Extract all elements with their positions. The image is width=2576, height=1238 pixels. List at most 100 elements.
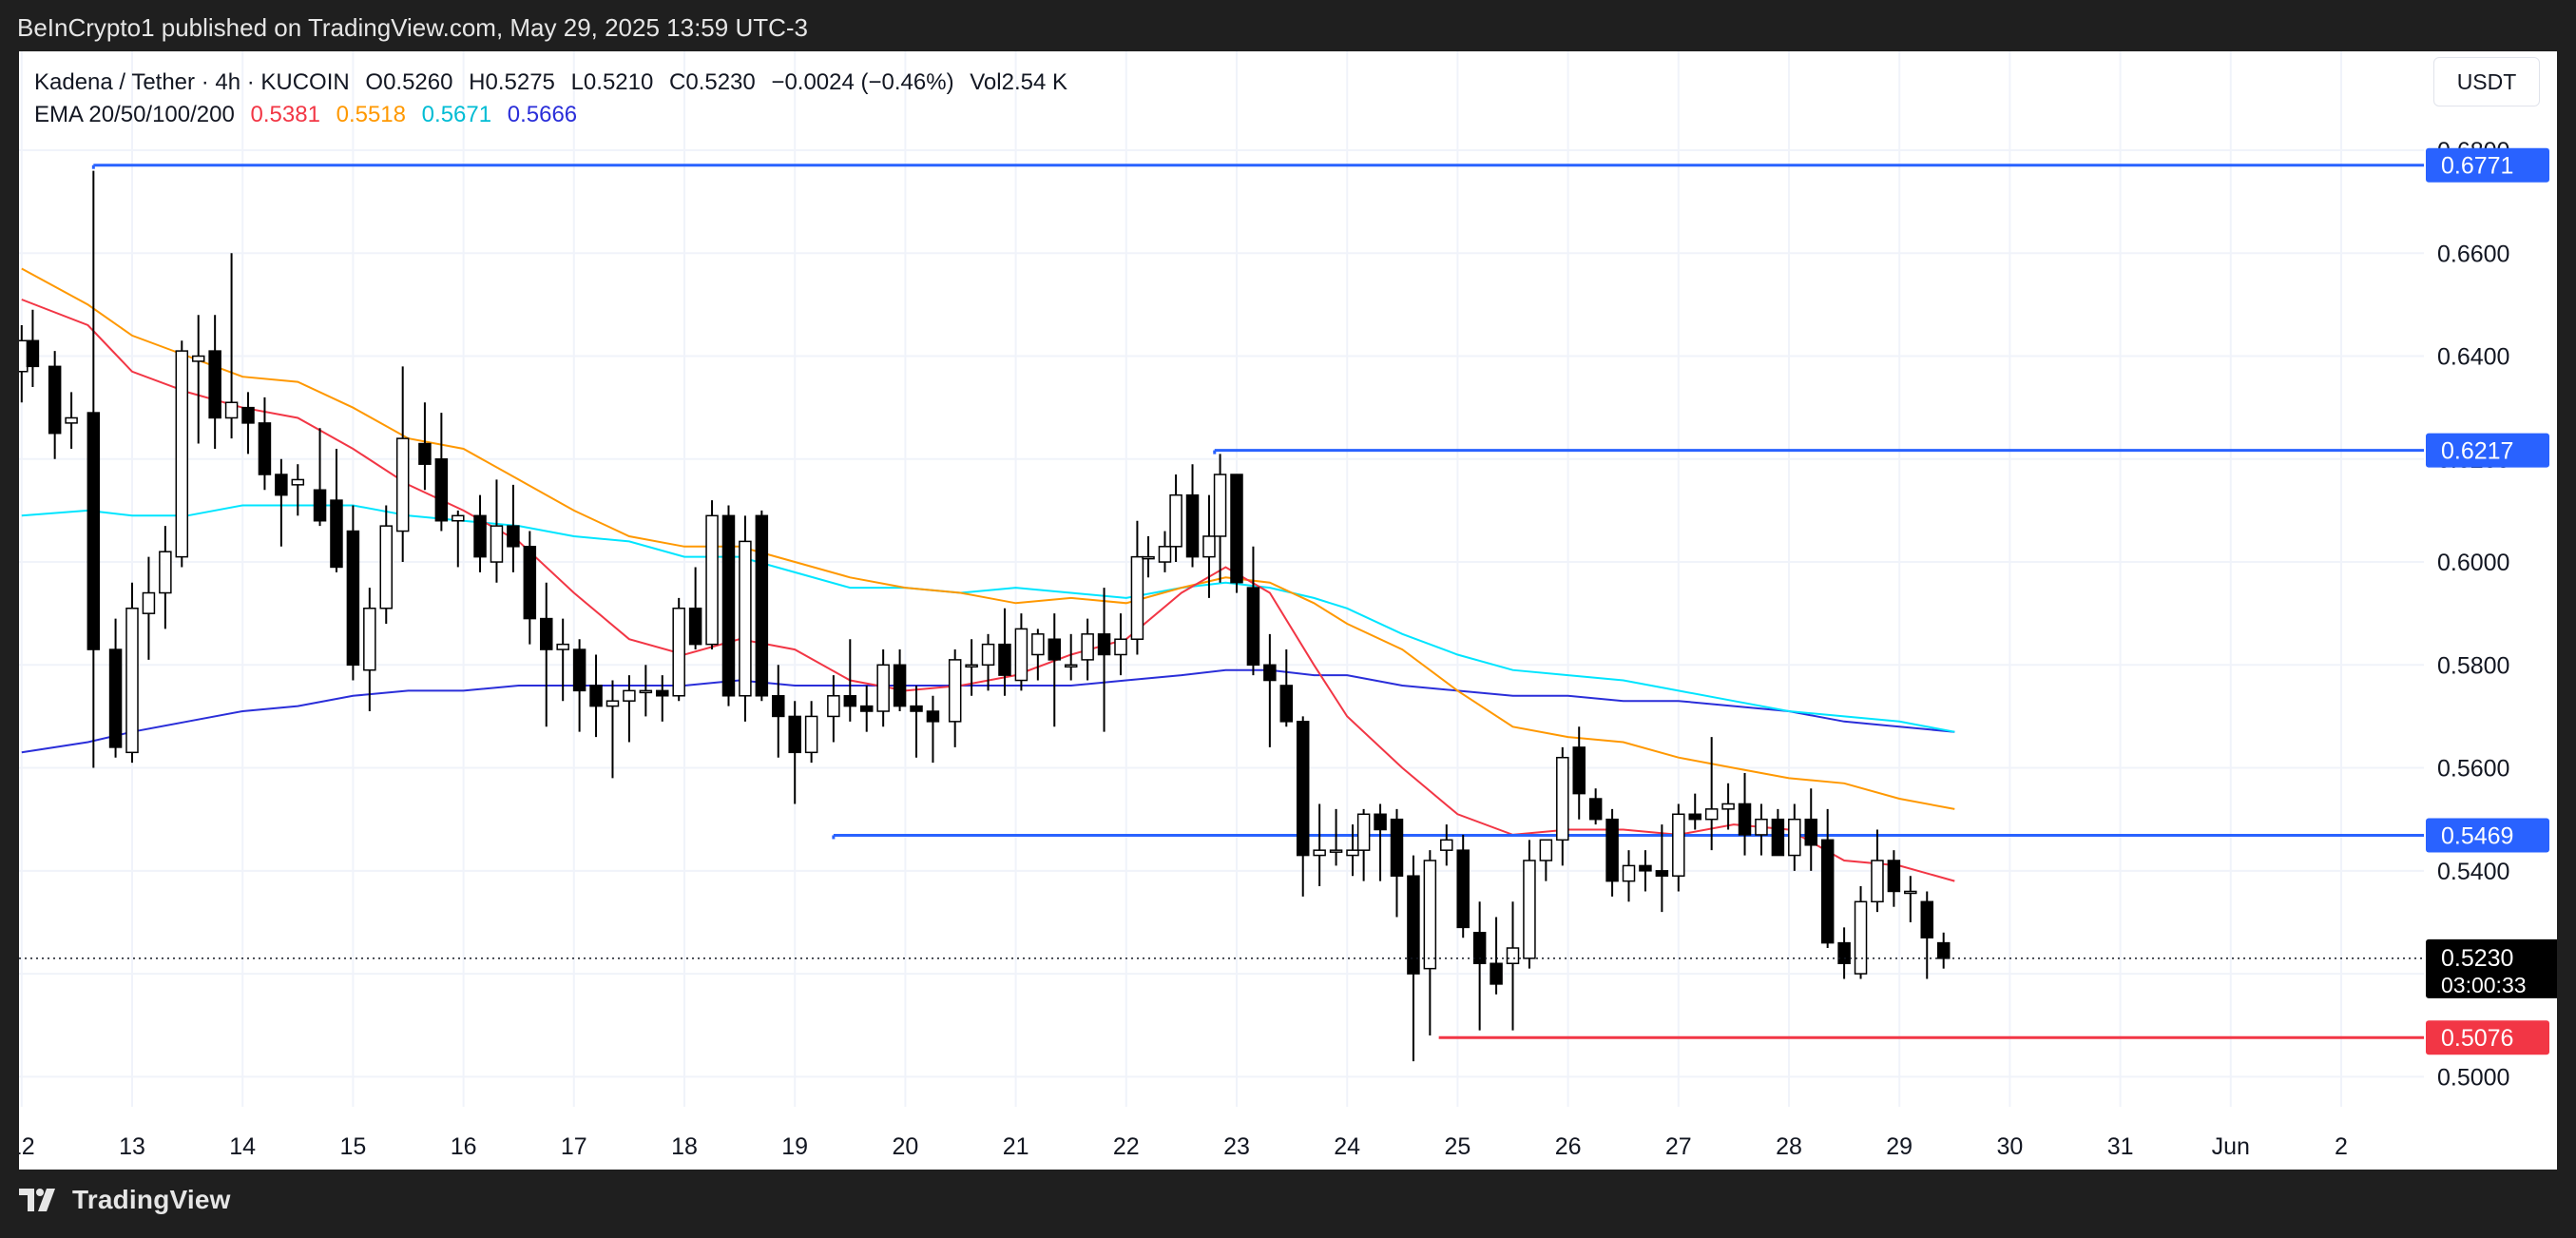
candle-body[interactable]	[739, 540, 752, 697]
candle-body[interactable]	[893, 664, 907, 707]
candle-body[interactable]	[827, 695, 840, 718]
candle-body[interactable]	[721, 514, 736, 697]
candle-body[interactable]	[313, 489, 327, 522]
candle-body[interactable]	[258, 422, 272, 475]
candle-body[interactable]	[1329, 849, 1343, 853]
candle-body[interactable]	[540, 617, 553, 650]
candle-body[interactable]	[159, 551, 172, 594]
candle-body[interactable]	[623, 689, 636, 702]
candle-body[interactable]	[1213, 474, 1227, 537]
candle-body[interactable]	[639, 689, 653, 694]
candle-body[interactable]	[656, 689, 669, 697]
candle-body[interactable]	[998, 643, 1011, 676]
candle-body[interactable]	[1771, 818, 1785, 857]
candle-body[interactable]	[1788, 818, 1801, 857]
candle-body[interactable]	[1920, 900, 1933, 938]
candle-body[interactable]	[1423, 860, 1437, 970]
candle-body[interactable]	[395, 437, 410, 532]
candle-body[interactable]	[1755, 818, 1768, 836]
candle-body[interactable]	[1296, 721, 1310, 857]
candle-body[interactable]	[19, 339, 29, 373]
candle-body[interactable]	[330, 499, 343, 569]
candle-body[interactable]	[672, 608, 685, 697]
candle-body[interactable]	[589, 685, 603, 707]
candle-body[interactable]	[363, 608, 376, 671]
candle-body[interactable]	[1523, 860, 1536, 959]
candle-body[interactable]	[142, 591, 156, 614]
candle-body[interactable]	[876, 664, 890, 712]
candle-body[interactable]	[1246, 587, 1260, 667]
candle-body[interactable]	[1887, 860, 1901, 893]
candle-body[interactable]	[1539, 839, 1553, 861]
candle-body[interactable]	[1506, 947, 1520, 965]
candle-body[interactable]	[1279, 685, 1294, 723]
candle-body[interactable]	[224, 401, 239, 419]
candle-body[interactable]	[1456, 849, 1470, 929]
candle-body[interactable]	[1374, 813, 1387, 831]
candle-body[interactable]	[772, 695, 785, 718]
candle-body[interactable]	[948, 659, 962, 723]
candle-body[interactable]	[1081, 633, 1094, 661]
candle-body[interactable]	[1346, 849, 1359, 857]
candle-body[interactable]	[125, 608, 139, 754]
candle-body[interactable]	[981, 643, 995, 667]
candle-body[interactable]	[473, 514, 487, 558]
candle-body[interactable]	[1490, 962, 1503, 985]
candle-body[interactable]	[1390, 818, 1404, 877]
candle-body[interactable]	[1721, 803, 1735, 810]
candle-body[interactable]	[1837, 941, 1851, 965]
candle-body[interactable]	[346, 530, 360, 667]
candle-body[interactable]	[572, 648, 586, 692]
candle-body[interactable]	[1871, 860, 1884, 903]
symbol-label[interactable]: Kadena / Tether · 4h · KUCOIN	[34, 69, 350, 95]
candle-body[interactable]	[1202, 535, 1216, 558]
candle-body[interactable]	[291, 478, 305, 486]
candle-body[interactable]	[1031, 633, 1045, 656]
candle-body[interactable]	[1263, 664, 1277, 682]
candle-body[interactable]	[606, 700, 620, 707]
price-chart[interactable]: 12 13 14 15 16 17 18 19 20 21 22 23 24 25 26 27 28 29 30 31…	[19, 51, 2557, 1170]
candle-body[interactable]	[1672, 813, 1685, 877]
candle-body[interactable]	[507, 525, 520, 548]
candle-body[interactable]	[191, 355, 205, 362]
candle-body[interactable]	[965, 664, 978, 668]
candle-body[interactable]	[175, 350, 189, 558]
candle-body[interactable]	[65, 416, 78, 424]
candle-body[interactable]	[1114, 638, 1127, 656]
candle-body[interactable]	[1440, 839, 1453, 851]
candle-body[interactable]	[379, 525, 394, 609]
candle-body[interactable]	[1605, 818, 1619, 882]
candle-body[interactable]	[1048, 638, 1062, 661]
candle-body[interactable]	[434, 458, 449, 522]
candle-body[interactable]	[523, 546, 537, 620]
candle-body[interactable]	[1158, 546, 1172, 563]
candle-body[interactable]	[1588, 798, 1603, 821]
candle-body[interactable]	[1738, 803, 1752, 836]
candle-body[interactable]	[1820, 839, 1835, 944]
candle-body[interactable]	[1130, 555, 1144, 640]
candle-body[interactable]	[1230, 474, 1243, 584]
candle-body[interactable]	[1169, 493, 1182, 548]
candle-body[interactable]	[1854, 900, 1868, 975]
candle-body[interactable]	[926, 710, 940, 723]
candle-body[interactable]	[804, 715, 818, 754]
candle-body[interactable]	[1688, 813, 1701, 821]
candle-body[interactable]	[418, 442, 432, 465]
candle-body[interactable]	[1142, 555, 1155, 560]
candle-body[interactable]	[87, 412, 101, 650]
candle-body[interactable]	[208, 350, 221, 419]
candle-body[interactable]	[108, 648, 123, 748]
candle-body[interactable]	[452, 514, 465, 522]
candle-body[interactable]	[1064, 664, 1078, 668]
candle-body[interactable]	[755, 514, 769, 697]
candle-body[interactable]	[1704, 808, 1719, 821]
candle-body[interactable]	[26, 339, 40, 368]
candle-body[interactable]	[705, 514, 719, 646]
candle-body[interactable]	[1572, 746, 1586, 795]
candle-body[interactable]	[910, 705, 923, 712]
candle-body[interactable]	[241, 406, 255, 424]
candle-body[interactable]	[1356, 813, 1371, 851]
candle-body[interactable]	[275, 474, 288, 496]
candle-body[interactable]	[1804, 818, 1817, 846]
candle-body[interactable]	[1904, 890, 1917, 895]
